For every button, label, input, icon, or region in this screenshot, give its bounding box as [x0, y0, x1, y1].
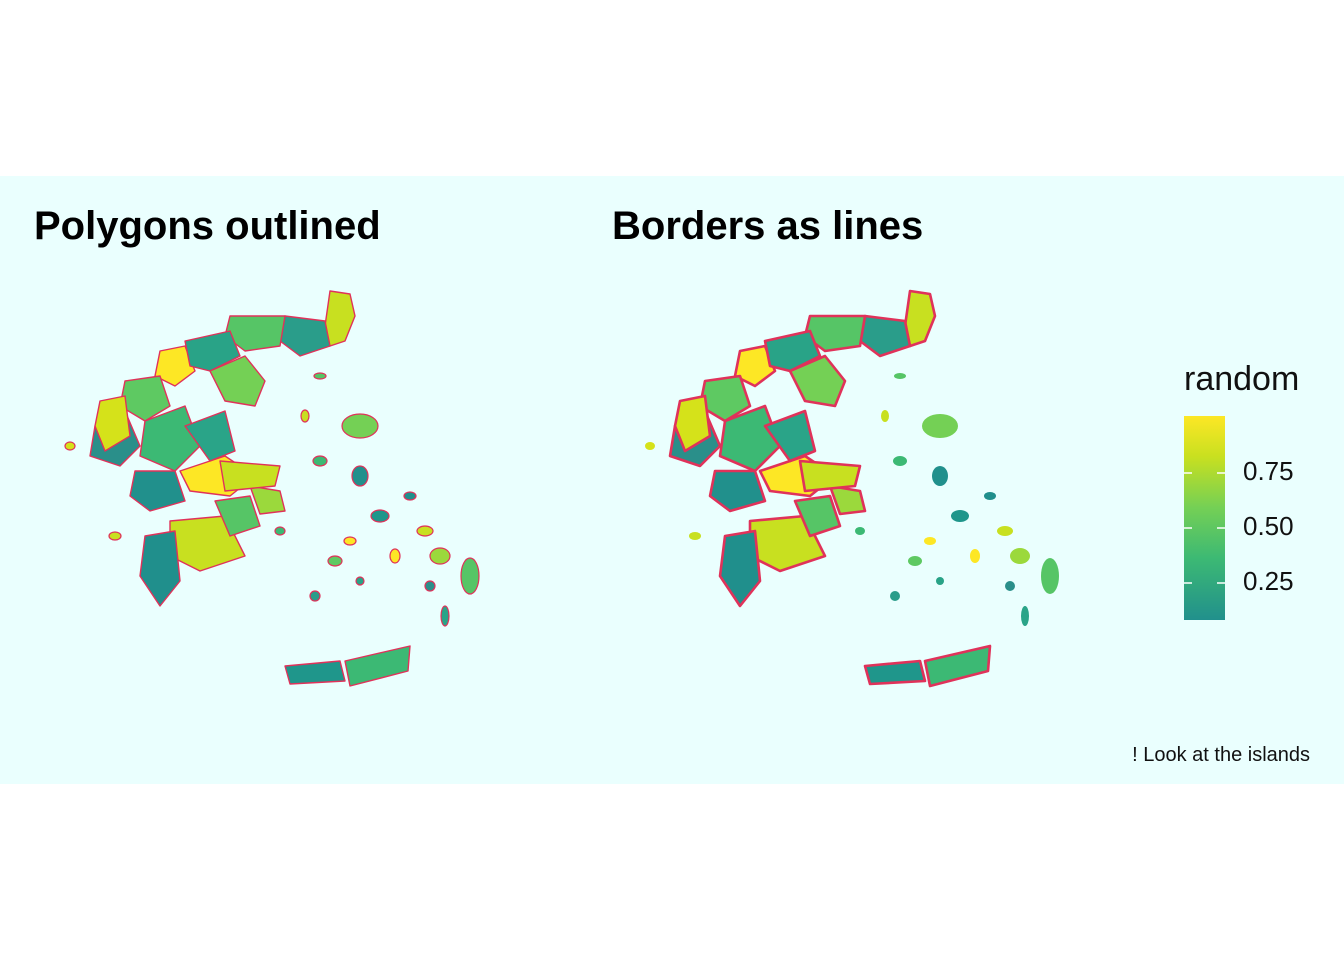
left-map-island: [424, 580, 436, 592]
right-map-island: [936, 577, 944, 585]
left-map-island: [403, 491, 417, 501]
map-panel: Polygons outlined Borders as lines rando…: [0, 176, 1344, 784]
left-map-region: [214, 495, 261, 537]
left-map-island: [355, 576, 365, 586]
right-map-island: [970, 549, 980, 563]
legend-tick-label: 0.75: [1243, 456, 1294, 486]
right-map-island: [997, 526, 1013, 536]
right-map-island: [951, 510, 969, 522]
left-map-region: [344, 645, 411, 687]
legend-tick-label: 0.25: [1243, 566, 1294, 596]
left-map-region: [219, 460, 281, 492]
right-map-region: [828, 484, 867, 516]
right-map-island: [924, 537, 936, 545]
right-map-island: [1041, 558, 1059, 594]
right-map-island: [1021, 606, 1029, 626]
right-map-island: [855, 527, 865, 535]
left-map-region: [284, 660, 346, 685]
caption: ! Look at the islands: [1132, 744, 1310, 766]
left-map-region: [94, 395, 131, 452]
left-map-island: [108, 531, 122, 541]
left-map-region: [139, 530, 181, 607]
right-map-region: [733, 344, 777, 388]
left-map: [64, 290, 480, 687]
right-map-island: [922, 414, 958, 438]
left-map-island: [341, 413, 379, 439]
right-map-island: [689, 532, 701, 540]
right-map-island: [881, 410, 889, 422]
right-map-region: [718, 529, 762, 608]
right-map-island: [1010, 548, 1030, 564]
left-map-island: [327, 555, 343, 567]
right-map-region: [673, 394, 712, 453]
right-map-region: [858, 314, 912, 358]
right-map-region: [923, 644, 992, 688]
right-map-island: [984, 492, 996, 500]
left-map-island: [416, 525, 434, 537]
right-map-title: Borders as lines: [612, 204, 924, 248]
left-map-region: [279, 315, 331, 357]
legend-tick-label: 0.50: [1243, 511, 1294, 541]
left-map-island: [460, 557, 480, 595]
right-map-island: [1005, 581, 1015, 591]
left-map-region: [249, 485, 286, 515]
left-map-island: [309, 590, 321, 602]
right-map-region: [763, 409, 817, 463]
left-map-island: [313, 372, 327, 380]
left-map-region: [129, 470, 186, 512]
left-map-region: [184, 410, 236, 462]
left-map-island: [274, 526, 286, 536]
right-map-region: [798, 459, 862, 493]
right-map-island: [908, 556, 922, 566]
right-map: [645, 289, 1059, 688]
left-map-island: [351, 465, 369, 487]
left-map-island: [370, 509, 390, 523]
right-map-region: [718, 404, 782, 473]
right-map-island: [890, 591, 900, 601]
left-map-region: [154, 345, 196, 387]
right-map-region: [788, 354, 847, 408]
left-map-island: [64, 441, 76, 451]
left-map-island: [312, 455, 328, 467]
left-map-title: Polygons outlined: [34, 204, 381, 248]
right-map-island: [894, 373, 906, 379]
left-map-region: [324, 290, 356, 347]
left-map-region: [209, 355, 266, 407]
left-map-island: [389, 548, 401, 564]
right-map-island: [893, 456, 907, 466]
legend-colorbar: [1184, 416, 1225, 620]
right-map-island: [932, 466, 948, 486]
legend-title: random: [1184, 360, 1300, 398]
right-map-region: [793, 494, 842, 538]
right-map-region: [708, 469, 767, 513]
left-map-island: [429, 547, 451, 565]
right-map-region: [863, 659, 927, 686]
right-map-island: [645, 442, 655, 450]
left-map-region: [184, 330, 241, 372]
left-map-region: [139, 405, 201, 472]
left-map-island: [343, 536, 357, 546]
left-map-island: [440, 605, 450, 627]
left-map-island: [300, 409, 310, 423]
